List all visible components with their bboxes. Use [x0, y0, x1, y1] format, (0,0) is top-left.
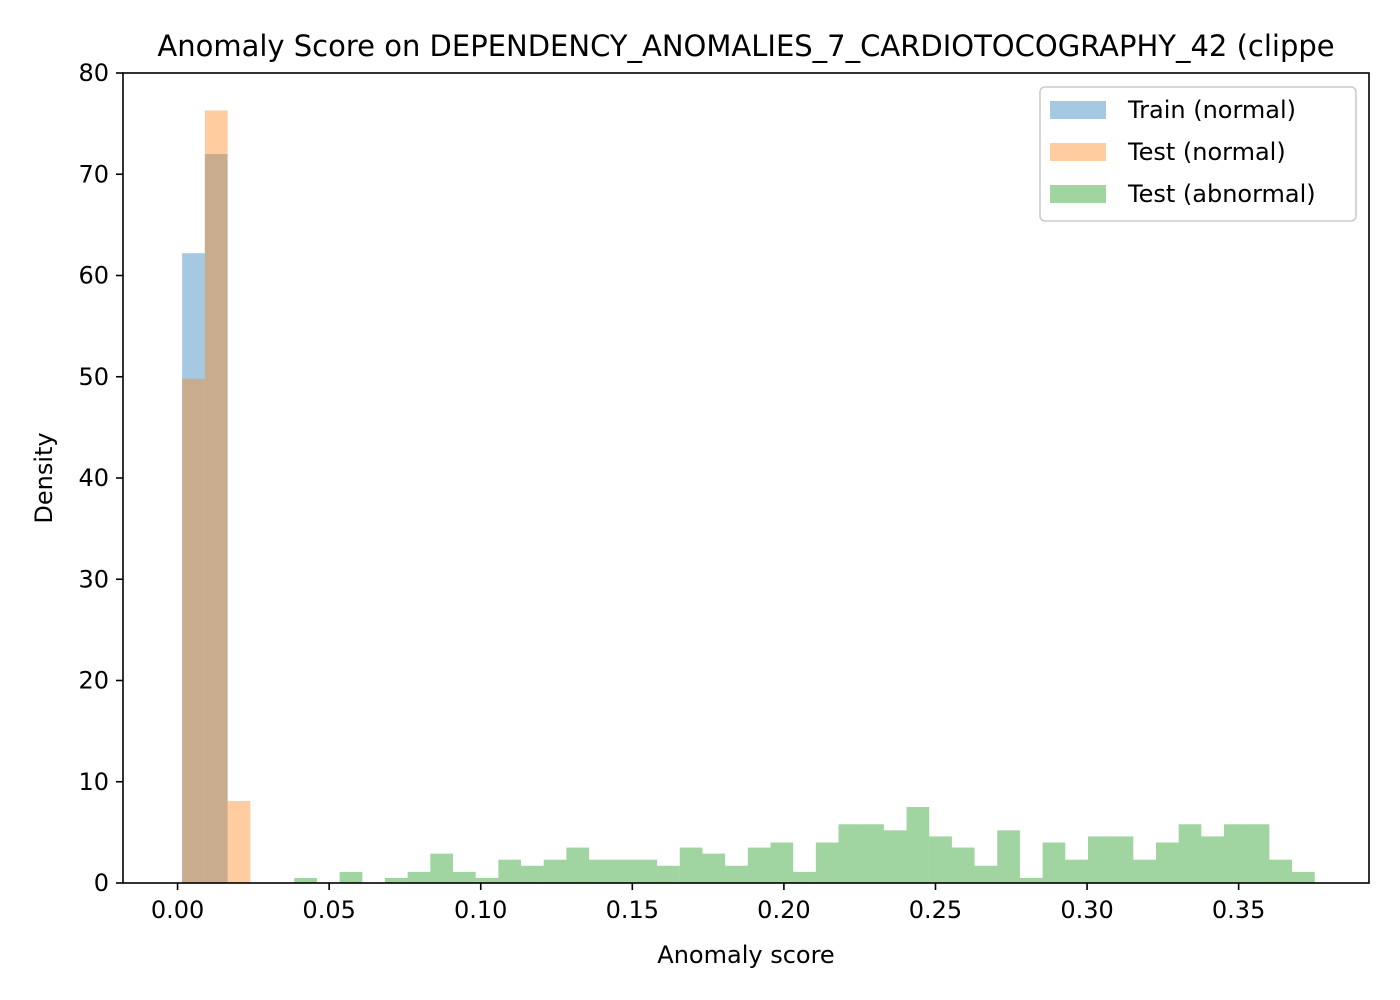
histogram-bar-series-2-bin-37 — [1133, 859, 1156, 883]
y-tick-label: 70 — [78, 160, 109, 188]
y-tick-label: 20 — [78, 667, 109, 695]
x-tick-label: 0.25 — [909, 896, 962, 924]
y-tick-label: 40 — [78, 464, 109, 492]
histogram-bar-series-2-bin-25 — [861, 824, 884, 883]
histogram-bar-series-1-bin-2 — [227, 800, 251, 883]
histogram-bar-series-2-bin-41 — [1224, 824, 1247, 883]
bars-layer — [182, 110, 1315, 884]
histogram-bar-series-2-bin-6 — [430, 853, 454, 883]
chart-title: Anomaly Score on DEPENDENCY_ANOMALIES_7_… — [157, 29, 1334, 63]
histogram-bar-series-2-bin-13 — [589, 859, 612, 883]
histogram-bar-series-2-bin-35 — [1087, 836, 1111, 883]
histogram-bar-series-2-bin-40 — [1201, 836, 1225, 883]
histogram-bar-series-2-bin-9 — [498, 859, 522, 883]
y-tick-label: 80 — [78, 59, 109, 87]
histogram-bar-series-2-bin-4 — [384, 877, 408, 883]
histogram-bar-series-2-bin-39 — [1178, 824, 1202, 883]
histogram-bar-series-2-bin-33 — [1042, 842, 1066, 883]
y-axis: 0 10 20 30 40 50 60 70 80 — [78, 59, 123, 897]
y-tick-label: 50 — [78, 363, 109, 391]
histogram-bar-series-2-bin-10 — [521, 865, 544, 883]
histogram-bar-series-0-bin-0 — [182, 253, 205, 884]
histogram-bar-series-2-bin-44 — [1292, 871, 1315, 883]
histogram-bar-series-2-bin-12 — [566, 847, 590, 883]
histogram-bar-series-2-bin-29 — [951, 847, 975, 883]
x-tick-label: 0.35 — [1212, 896, 1265, 924]
histogram-bar-series-2-bin-23 — [815, 842, 839, 883]
legend-swatch — [1050, 143, 1106, 161]
histogram-bar-series-2-bin-17 — [679, 847, 703, 883]
x-tick-label: 0.30 — [1060, 896, 1113, 924]
histogram-bar-series-2-bin-19 — [725, 865, 748, 883]
histogram-bar-series-2-bin-16 — [657, 865, 680, 883]
x-axis: 0.00 0.05 0.10 0.15 0.20 0.25 0.30 0.35 — [151, 883, 1265, 924]
histogram-bar-series-2-bin-20 — [747, 847, 771, 883]
histogram-bar-series-2-bin-2 — [339, 871, 363, 883]
x-tick-label: 0.20 — [757, 896, 810, 924]
legend-box — [1039, 86, 1357, 222]
legend-label: Test (normal) — [1127, 138, 1286, 166]
x-tick-label: 0.00 — [151, 896, 204, 924]
legend-label: Test (abnormal) — [1127, 180, 1316, 208]
histogram-bar-series-2-bin-21 — [770, 842, 794, 883]
y-tick-label: 0 — [94, 869, 109, 897]
histogram-bar-series-2-bin-30 — [974, 865, 998, 883]
histogram-bar-series-2-bin-8 — [475, 877, 499, 883]
y-axis-label: Density — [30, 432, 58, 523]
histogram-bar-series-1-bin-1 — [204, 110, 228, 883]
histogram-bar-series-2-bin-22 — [793, 871, 816, 883]
x-tick-label: 0.15 — [606, 896, 659, 924]
histogram-bar-series-2-bin-15 — [634, 859, 658, 883]
histogram-bar-series-2-bin-0 — [294, 877, 317, 883]
histogram-bar-series-2-bin-26 — [883, 830, 907, 883]
histogram-bar-series-2-bin-42 — [1246, 824, 1270, 883]
x-tick-label: 0.10 — [454, 896, 507, 924]
histogram-bar-series-2-bin-5 — [407, 871, 431, 883]
histogram-bar-series-2-bin-7 — [453, 871, 476, 883]
legend-swatch — [1050, 101, 1106, 119]
histogram-bar-series-2-bin-38 — [1155, 842, 1179, 883]
histogram-bar-series-2-bin-18 — [702, 853, 726, 883]
histogram-bar-series-2-bin-36 — [1110, 836, 1134, 883]
x-tick-label: 0.05 — [302, 896, 355, 924]
legend-label: Train (normal) — [1127, 96, 1296, 124]
histogram-bar-series-2-bin-31 — [997, 830, 1020, 883]
histogram-bar-series-2-bin-32 — [1019, 877, 1043, 883]
histogram-bar-series-2-bin-43 — [1269, 859, 1293, 883]
histogram-bar-series-2-bin-14 — [611, 859, 635, 883]
histogram-bar-series-1-bin-0 — [182, 378, 205, 883]
y-tick-label: 60 — [78, 262, 109, 290]
histogram-bar-series-2-bin-34 — [1065, 859, 1088, 883]
histogram-bar-series-2-bin-24 — [838, 824, 862, 883]
y-tick-label: 10 — [78, 768, 109, 796]
histogram-bar-series-2-bin-27 — [906, 807, 930, 883]
histogram-bar-series-2-bin-28 — [929, 836, 952, 883]
y-tick-label: 30 — [78, 565, 109, 593]
legend: Train (normal) Test (normal) Test (abnorma… — [1039, 86, 1357, 222]
histogram-bar-series-2-bin-11 — [543, 859, 567, 883]
x-axis-label: Anomaly score — [657, 941, 834, 969]
histogram-bar-series-0-bin-1 — [204, 154, 228, 883]
legend-swatch — [1050, 185, 1106, 203]
